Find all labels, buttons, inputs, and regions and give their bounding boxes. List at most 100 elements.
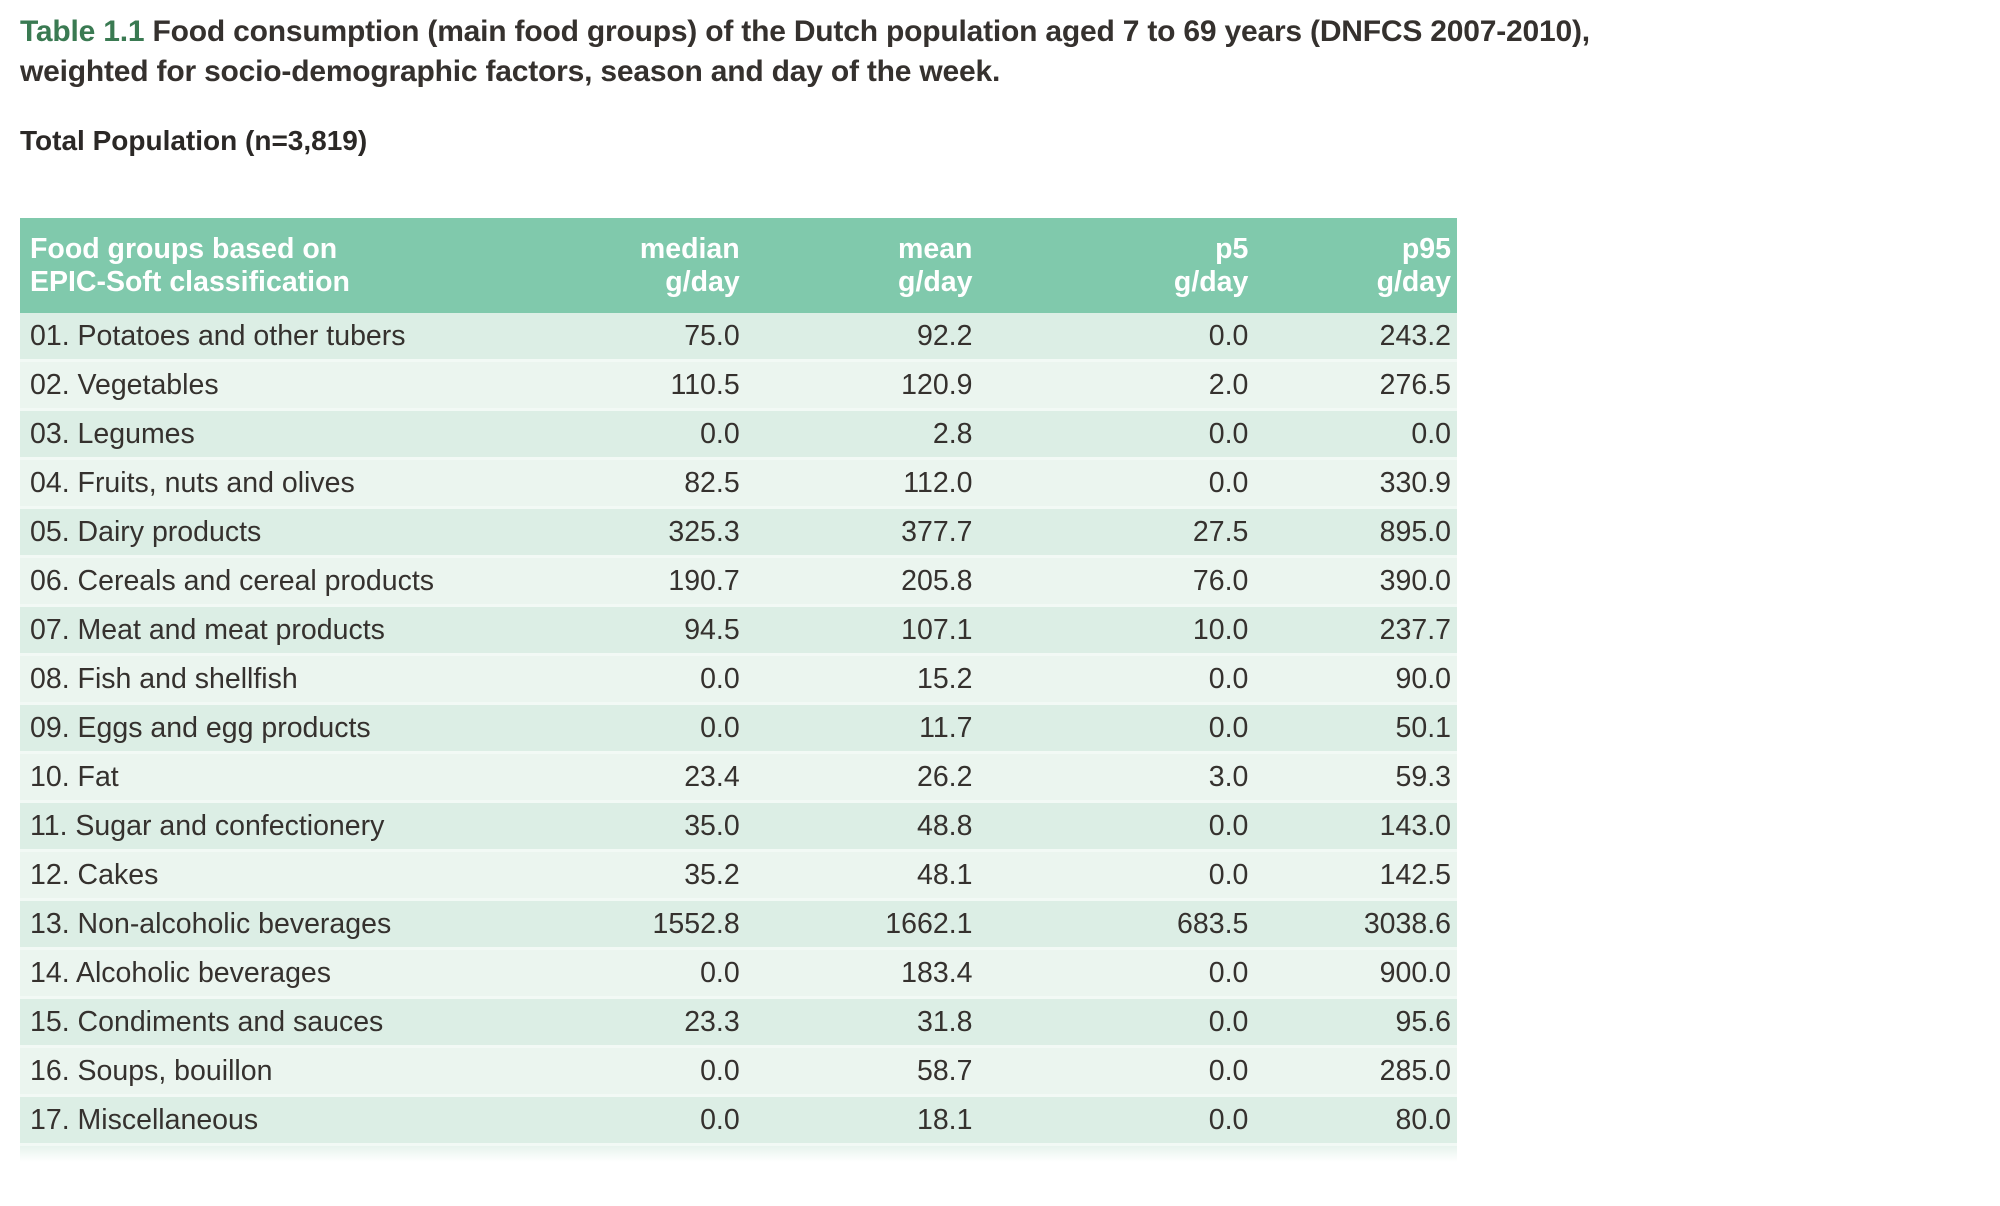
column-header-mean-unit: g/day [898, 266, 973, 298]
p5-cell: 0.0 [978, 654, 1255, 705]
median-cell: 190.7 [508, 556, 746, 607]
table-row: 14. Alcoholic beverages 0.0 183.4 0.0 900.0 [20, 948, 1457, 999]
p95-cell: 900.0 [1254, 948, 1457, 999]
p95-cell: 285.0 [1254, 1046, 1457, 1097]
p95-cell: 59.3 [1254, 752, 1457, 803]
food-group-cell: 16. Soups, bouillon [20, 1046, 509, 1097]
table-row: 12. Cakes 35.2 48.1 0.0 142.5 [20, 850, 1457, 901]
column-header-p95-label: p95 [1401, 233, 1451, 265]
p5-cell: 3.0 [978, 752, 1255, 803]
median-cell: 325.3 [508, 507, 746, 558]
table-number: Table 1.1 [20, 15, 145, 48]
table-body: 01. Potatoes and other tubers 75.0 92.2 0.0… [20, 313, 1457, 1146]
table-row: 01. Potatoes and other tubers 75.0 92.2 0.0… [20, 313, 1457, 362]
p95-cell: 243.2 [1254, 313, 1457, 362]
mean-cell: 48.1 [745, 850, 979, 901]
median-cell: 0.0 [508, 948, 746, 999]
mean-cell: 2.8 [745, 409, 979, 460]
mean-cell: 205.8 [745, 556, 979, 607]
table-row: 10. Fat 23.4 26.2 3.0 59.3 [20, 752, 1457, 803]
table-row: 03. Legumes 0.0 2.8 0.0 0.0 [20, 409, 1457, 460]
p5-cell: 0.0 [978, 409, 1255, 460]
median-cell: 35.2 [508, 850, 746, 901]
table-caption-line1: Table 1.1 Food consumption (main food gr… [20, 12, 1600, 52]
food-group-cell: 08. Fish and shellfish [20, 654, 509, 705]
mean-cell: 48.8 [745, 801, 979, 852]
mean-cell: 92.2 [745, 313, 979, 362]
median-cell: 23.3 [508, 997, 746, 1048]
p5-cell: 76.0 [978, 556, 1255, 607]
column-header-mean-label: mean [898, 233, 973, 265]
median-cell: 0.0 [508, 1095, 746, 1146]
p95-cell: 237.7 [1254, 605, 1457, 656]
median-cell: 35.0 [508, 801, 746, 852]
p5-cell: 0.0 [978, 703, 1255, 754]
p5-cell: 0.0 [978, 1095, 1255, 1146]
mean-cell: 377.7 [745, 507, 979, 558]
food-group-cell: 02. Vegetables [20, 360, 509, 411]
mean-cell: 1662.1 [745, 899, 979, 950]
median-cell: 1552.8 [508, 899, 746, 950]
food-group-cell: 13. Non-alcoholic beverages [20, 899, 509, 950]
food-group-cell: 10. Fat [20, 752, 509, 803]
food-group-cell: 06. Cereals and cereal products [20, 556, 509, 607]
p5-cell: 0.0 [978, 997, 1255, 1048]
food-group-cell: 09. Eggs and egg products [20, 703, 509, 754]
median-cell: 0.0 [508, 1046, 746, 1097]
median-cell: 0.0 [508, 703, 746, 754]
p5-cell: 10.0 [978, 605, 1255, 656]
median-cell: 82.5 [508, 458, 746, 509]
food-group-cell: 12. Cakes [20, 850, 509, 901]
page-content: Table 1.1 Food consumption (main food gr… [20, 12, 1600, 1162]
column-header-median: median g/day [508, 218, 746, 313]
p95-cell: 330.9 [1254, 458, 1457, 509]
table-caption: Table 1.1 Food consumption (main food gr… [20, 12, 1600, 92]
table-caption-line2: weighted for socio-demographic factors, … [20, 55, 1001, 88]
column-header-p5: p5 g/day [978, 218, 1255, 313]
column-header-p5-label: p5 [1215, 233, 1249, 265]
table-row: 04. Fruits, nuts and olives 82.5 112.0 0.0 3… [20, 458, 1457, 509]
p5-cell: 2.0 [978, 360, 1255, 411]
table-row: 13. Non-alcoholic beverages 1552.8 1662.1 6… [20, 899, 1457, 950]
column-header-food-groups-line2: EPIC-Soft classification [30, 266, 350, 298]
food-group-cell: 17. Miscellaneous [20, 1095, 509, 1146]
table-bottom-fade [20, 1146, 1457, 1162]
column-header-p5-unit: g/day [1173, 266, 1249, 298]
p5-cell: 27.5 [978, 507, 1255, 558]
column-header-food-groups: Food groups based on EPIC-Soft classific… [20, 218, 509, 313]
food-group-cell: 14. Alcoholic beverages [20, 948, 509, 999]
column-header-median-label: median [639, 233, 740, 265]
p5-cell: 0.0 [978, 458, 1255, 509]
food-group-cell: 05. Dairy products [20, 507, 509, 558]
food-consumption-table: Food groups based on EPIC-Soft classific… [20, 218, 1457, 1146]
table-row: 08. Fish and shellfish 0.0 15.2 0.0 90.0 [20, 654, 1457, 705]
table-header: Food groups based on EPIC-Soft classific… [20, 218, 1457, 313]
population-subtitle: Total Population (n=3,819) [20, 125, 368, 156]
mean-cell: 107.1 [745, 605, 979, 656]
table-row: 06. Cereals and cereal products 190.7 205.… [20, 556, 1457, 607]
mean-cell: 120.9 [745, 360, 979, 411]
p95-cell: 95.6 [1254, 997, 1457, 1048]
column-header-p95: p95 g/day [1254, 218, 1457, 313]
table-caption-text: Food consumption (main food groups) of t… [152, 15, 1591, 48]
p5-cell: 0.0 [978, 313, 1255, 362]
table-row: 07. Meat and meat products 94.5 107.1 10.0 2… [20, 605, 1457, 656]
p5-cell: 0.0 [978, 801, 1255, 852]
mean-cell: 58.7 [745, 1046, 979, 1097]
p95-cell: 276.5 [1254, 360, 1457, 411]
p95-cell: 895.0 [1254, 507, 1457, 558]
p95-cell: 90.0 [1254, 654, 1457, 705]
p5-cell: 683.5 [978, 899, 1255, 950]
p95-cell: 143.0 [1254, 801, 1457, 852]
p95-cell: 50.1 [1254, 703, 1457, 754]
column-header-food-groups-line1: Food groups based on [30, 233, 338, 265]
table-row: 05. Dairy products 325.3 377.7 27.5 895.0 [20, 507, 1457, 558]
mean-cell: 26.2 [745, 752, 979, 803]
median-cell: 23.4 [508, 752, 746, 803]
table-row: 16. Soups, bouillon 0.0 58.7 0.0 285.0 [20, 1046, 1457, 1097]
median-cell: 94.5 [508, 605, 746, 656]
p5-cell: 0.0 [978, 1046, 1255, 1097]
column-header-median-unit: g/day [665, 266, 740, 298]
median-cell: 110.5 [508, 360, 746, 411]
